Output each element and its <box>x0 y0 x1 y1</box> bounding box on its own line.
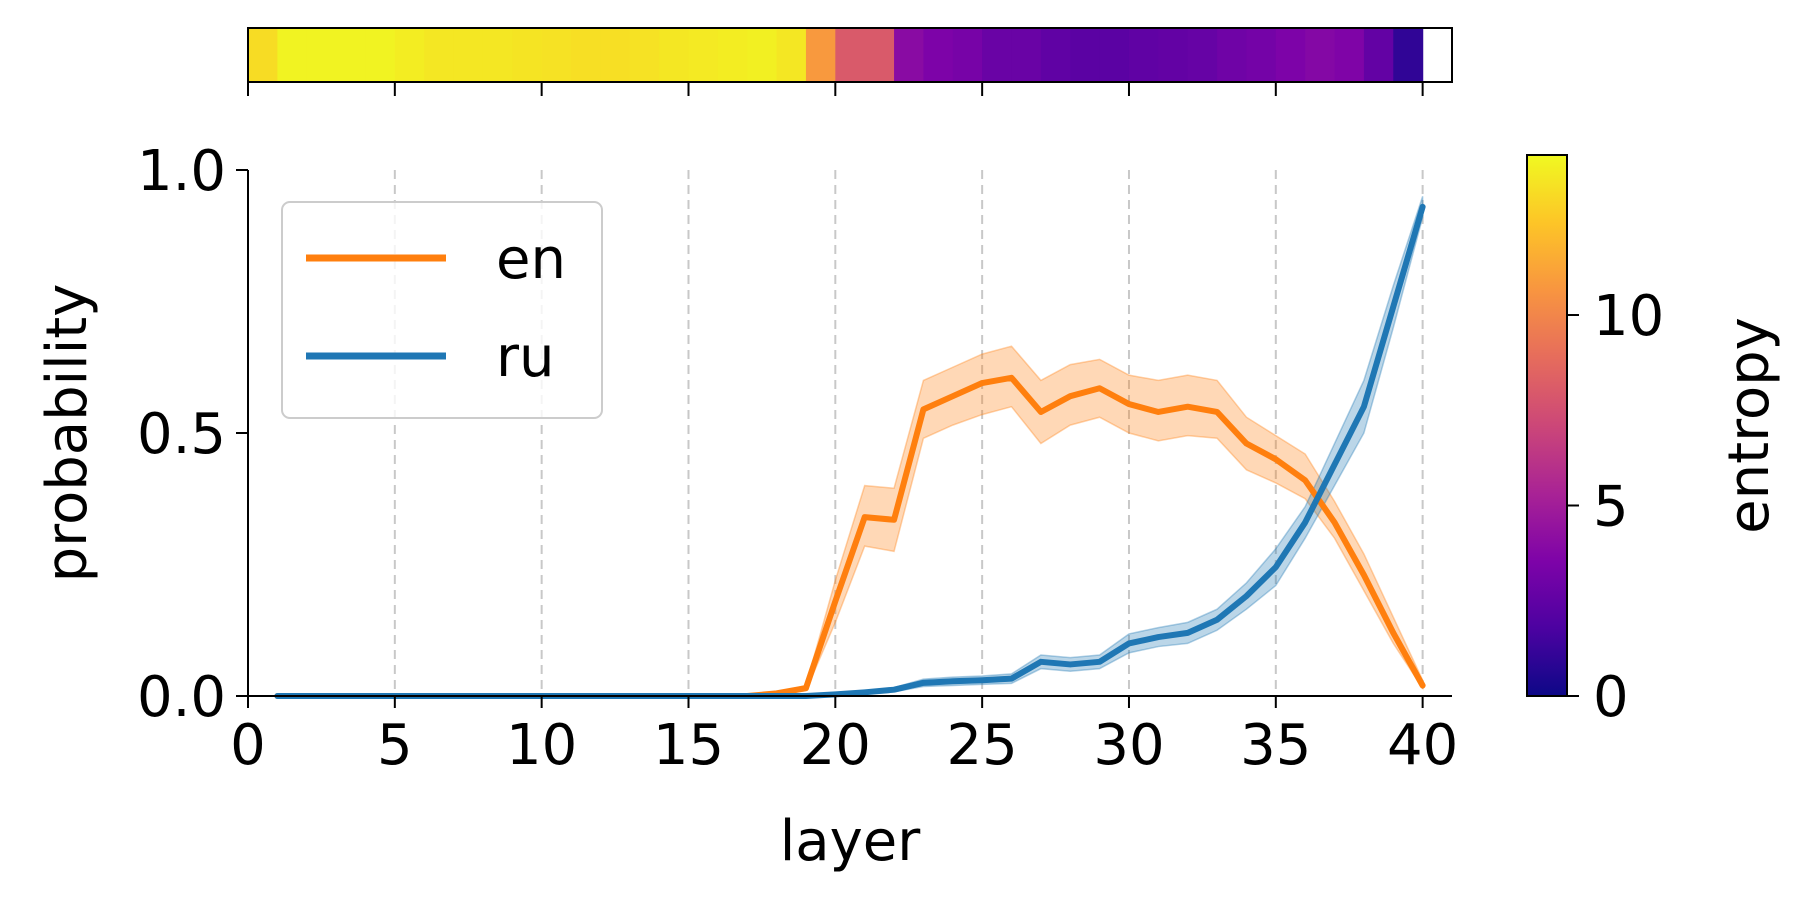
entropy-cell <box>424 28 455 82</box>
x-tick-label: 40 <box>1387 713 1458 778</box>
colorbar-tick-label: 5 <box>1593 475 1629 540</box>
entropy-cell <box>1246 28 1277 82</box>
entropy-cell <box>394 28 425 82</box>
entropy-cell <box>248 28 278 82</box>
x-tick-label: 5 <box>377 713 413 778</box>
entropy-cell <box>894 28 925 82</box>
entropy-cell <box>688 28 719 82</box>
x-tick-label: 10 <box>506 713 577 778</box>
entropy-cell <box>1040 28 1071 82</box>
legend-label-ru: ru <box>496 325 555 390</box>
y-tick-label: 0.0 <box>137 665 226 730</box>
entropy-cell <box>923 28 954 82</box>
entropy-cell <box>512 28 543 82</box>
entropy-cell <box>1305 28 1336 82</box>
entropy-cell <box>571 28 601 82</box>
entropy-cell <box>482 28 513 82</box>
entropy-cell <box>982 28 1013 82</box>
entropy-cell <box>306 28 337 82</box>
entropy-cell <box>277 28 308 82</box>
entropy-cell <box>747 28 778 82</box>
entropy-cell <box>1158 28 1189 82</box>
x-ticks: 0 5 10 15 20 25 30 35 40 <box>230 696 1458 778</box>
colorbar-tick-label: 10 <box>1593 284 1664 349</box>
entropy-cell <box>600 28 631 82</box>
entropy-cell <box>1363 28 1394 82</box>
entropy-cell <box>336 28 367 82</box>
y-axis-label: probability <box>35 284 100 583</box>
entropy-strip-ticks <box>247 82 1424 96</box>
entropy-cell <box>541 28 572 82</box>
entropy-cell <box>1217 28 1248 82</box>
entropy-cell <box>805 28 836 82</box>
x-tick-label: 15 <box>653 713 724 778</box>
entropy-cell <box>1275 28 1306 82</box>
entropy-cell <box>365 28 396 82</box>
colorbar-ticks: 0 5 10 <box>1567 284 1664 730</box>
x-tick-label: 35 <box>1240 713 1311 778</box>
entropy-cell <box>1187 28 1218 82</box>
x-axis-label: layer <box>780 809 921 874</box>
entropy-cell <box>864 28 895 82</box>
x-tick-label: 20 <box>800 713 871 778</box>
entropy-cell <box>717 28 748 82</box>
colorbar-tick-label: 0 <box>1593 665 1629 730</box>
y-tick-label: 1.0 <box>137 139 226 204</box>
entropy-cell <box>776 28 807 82</box>
entropy-cell <box>835 28 866 82</box>
entropy-cell <box>453 28 484 82</box>
entropy-strip <box>248 28 1424 82</box>
entropy-strip-frame <box>247 27 1453 83</box>
x-tick-label: 30 <box>1093 713 1164 778</box>
colorbar-gradient <box>1526 154 1568 697</box>
entropy-cell <box>1334 28 1365 82</box>
x-tick-label: 0 <box>230 713 266 778</box>
colorbar: 0 5 10 entropy <box>1526 154 1782 730</box>
entropy-cell <box>1011 28 1042 82</box>
y-tick-label: 0.5 <box>137 402 226 467</box>
entropy-cell <box>1128 28 1159 82</box>
x-tick-label: 25 <box>947 713 1018 778</box>
entropy-cell <box>1070 28 1101 82</box>
entropy-cell <box>1099 28 1130 82</box>
entropy-cell <box>952 28 983 82</box>
plot-area: 0 5 10 15 20 25 30 35 40 0.0 0.5 1.0 <box>137 139 1458 778</box>
entropy-cell <box>629 28 660 82</box>
entropy-cell <box>1393 28 1424 82</box>
colorbar-label: entropy <box>1717 317 1782 534</box>
y-ticks: 0.0 0.5 1.0 <box>137 139 248 730</box>
legend: en ru <box>281 201 603 419</box>
legend-label-en: en <box>496 227 566 292</box>
entropy-cell <box>659 28 690 82</box>
